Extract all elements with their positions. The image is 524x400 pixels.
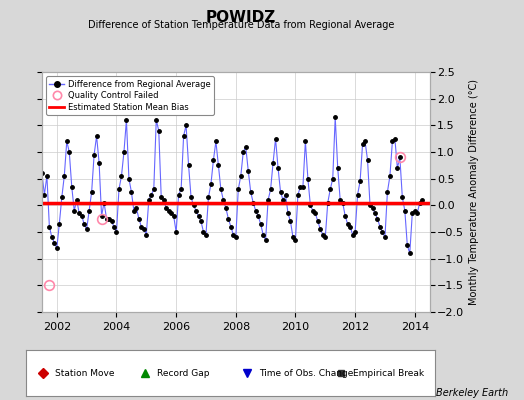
- Text: Berkeley Earth: Berkeley Earth: [436, 388, 508, 398]
- Text: POWIDZ: POWIDZ: [206, 10, 276, 25]
- Legend: Difference from Regional Average, Quality Control Failed, Estimated Station Mean: Difference from Regional Average, Qualit…: [46, 76, 214, 115]
- Text: Record Gap: Record Gap: [157, 368, 210, 378]
- Text: Difference of Station Temperature Data from Regional Average: Difference of Station Temperature Data f…: [88, 20, 394, 30]
- Text: Time of Obs. Change: Time of Obs. Change: [259, 368, 354, 378]
- Text: Station Move: Station Move: [55, 368, 114, 378]
- Text: Empirical Break: Empirical Break: [353, 368, 424, 378]
- Y-axis label: Monthly Temperature Anomaly Difference (°C): Monthly Temperature Anomaly Difference (…: [468, 79, 478, 305]
